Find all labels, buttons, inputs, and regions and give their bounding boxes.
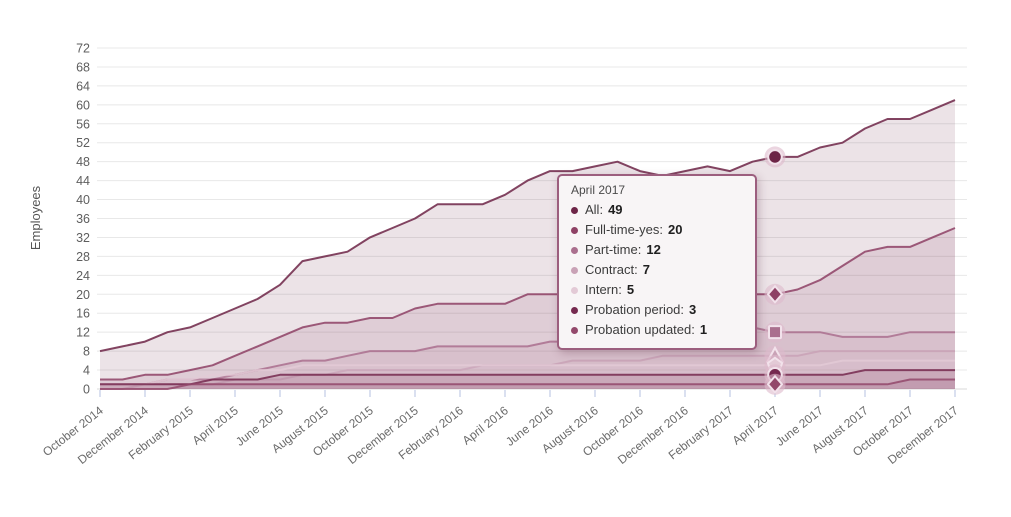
y-tick-label: 44: [76, 174, 90, 188]
tooltip-item: Contract: 7: [571, 260, 743, 280]
series-bullet-icon: [571, 306, 578, 314]
series-line-full-time-yes: [100, 227, 956, 381]
series-line-probation-period: [100, 369, 955, 386]
tooltip-item-value: 3: [689, 302, 697, 317]
gridlines: [97, 47, 967, 390]
y-tick-label: 64: [76, 79, 90, 93]
tooltip-item-value: 12: [646, 242, 661, 257]
diamond-marker-icon: [766, 374, 784, 394]
x-tick-label: April 2017: [730, 403, 781, 448]
series-group: [99, 99, 956, 390]
tooltip-item-value: 7: [642, 262, 650, 277]
x-tick-label: April 2015: [190, 403, 241, 448]
y-tick-label: 40: [76, 193, 90, 207]
y-axis-title: Employees: [28, 185, 43, 250]
y-tick-label: 52: [76, 136, 90, 150]
series-line-all: [99, 99, 956, 353]
y-tick-label: 12: [76, 326, 90, 340]
tooltip-item: Intern: 5: [571, 280, 743, 300]
y-tick-label: 24: [76, 269, 90, 283]
tooltip-item-label: Part-time:: [585, 242, 642, 257]
tooltip-item-label: All:: [585, 202, 604, 217]
tooltip-item: Probation period: 3: [571, 300, 743, 320]
tooltip-item-value: 49: [608, 202, 623, 217]
tooltip-item-label: Probation period:: [585, 302, 685, 317]
tooltip-item: Full-time-yes: 20: [571, 220, 743, 240]
series-bullet-icon: [571, 266, 578, 274]
y-tick-label: 72: [76, 42, 90, 56]
y-tick-label: 4: [83, 364, 90, 378]
series-line-intern: [100, 359, 955, 386]
series-line-probation-updated: [100, 378, 955, 390]
y-tick-label: 60: [76, 98, 90, 112]
series-bullet-icon: [571, 226, 578, 234]
y-tick-label: 68: [76, 60, 90, 74]
series-area-probation-updated: [100, 379, 955, 389]
tooltip-item-value: 20: [668, 222, 683, 237]
series-bullet-icon: [571, 246, 578, 254]
tooltip-item-label: Full-time-yes:: [585, 222, 664, 237]
tooltip-items: All: 49 Full-time-yes: 20 Part-time: 12 Contra…: [571, 200, 743, 340]
tooltip-item-label: Intern:: [585, 282, 622, 297]
square-marker-icon: [768, 325, 782, 340]
circle-marker-icon: [767, 149, 783, 165]
series-bullet-icon: [571, 326, 578, 334]
tooltip-item-label: Contract:: [585, 262, 638, 277]
hover-markers: [764, 146, 786, 395]
tooltip-item-label: Probation updated:: [585, 322, 695, 337]
tooltip-title: April 2017: [571, 183, 626, 197]
series-area-contract: [100, 351, 955, 389]
y-tick-label: 0: [83, 383, 90, 397]
tooltip-item-value: 1: [699, 322, 708, 337]
y-axis: 04812162024283236404448525660646872Emplo…: [28, 42, 90, 397]
y-tick-label: 8: [83, 345, 90, 359]
tooltip: April 2017 All: 49 Full-time-yes: 20 Part-ti…: [557, 174, 757, 350]
y-tick-label: 16: [76, 307, 90, 321]
y-tick-label: 48: [76, 155, 90, 169]
y-tick-label: 32: [76, 231, 90, 245]
x-tick-label: April 2016: [460, 403, 511, 448]
tooltip-item: Part-time: 12: [571, 240, 743, 260]
y-tick-label: 20: [76, 288, 90, 302]
diamond-marker-icon: [766, 284, 784, 304]
tooltip-item: Probation updated: 1: [571, 320, 743, 340]
y-tick-label: 36: [76, 212, 90, 226]
tooltip-item: All: 49: [571, 200, 743, 220]
series-bullet-icon: [571, 206, 578, 214]
y-tick-label: 28: [76, 250, 90, 264]
tooltip-item-value: 5: [626, 282, 635, 297]
y-tick-label: 56: [76, 117, 90, 131]
series-bullet-icon: [571, 286, 578, 294]
